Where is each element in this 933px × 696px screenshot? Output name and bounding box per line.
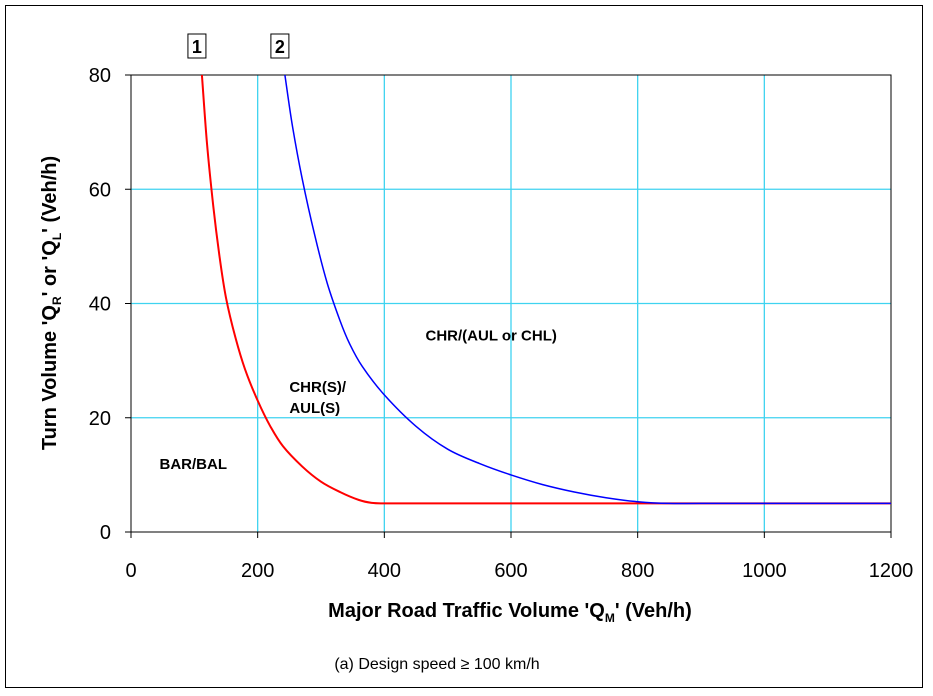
x-tick-label: 400 <box>368 560 401 582</box>
x-tick-label: 200 <box>241 560 274 582</box>
curve-id-label: 1 <box>192 37 202 57</box>
y-axis-title-sub-r: R <box>50 296 64 305</box>
region-label-text: BAR/BAL <box>160 456 228 473</box>
y-axis-title-part3: ' (Veh/h) <box>39 156 61 233</box>
region-label-text: AUL(S) <box>289 400 340 417</box>
y-tick-label: 0 <box>100 522 111 544</box>
region-label-text: CHR/(AUL or CHL) <box>426 328 557 345</box>
y-tick-label: 40 <box>89 294 111 316</box>
region-labels: BAR/BAL CHR(S)/ AUL(S) CHR/(AUL or CHL) <box>160 328 557 474</box>
x-tick-label: 800 <box>621 560 654 582</box>
curve-id-box <box>187 33 207 59</box>
series-line-1 <box>200 74 891 505</box>
y-axis-title-sub-l: L <box>50 233 64 240</box>
y-axis-title-part1: Turn Volume 'Q <box>39 305 61 450</box>
y-axis-title: Turn Volume 'QR' or 'QL' (Veh/h) <box>39 156 64 450</box>
y-tick-label: 20 <box>89 408 111 430</box>
series-lines <box>200 74 891 505</box>
figure-frame <box>5 5 923 688</box>
x-axis-title: Major Road Traffic Volume 'QM' (Veh/h) <box>328 600 692 625</box>
x-axis-title-tail: ' (Veh/h) <box>615 600 692 622</box>
axis-ticks: 0 200 400 600 800 1000 1200 0 20 40 60 80 <box>89 65 914 582</box>
figure-caption: (a) Design speed ≥ 100 km/h <box>334 656 539 673</box>
x-tick-label: 1000 <box>742 560 787 582</box>
series-line-2 <box>284 74 891 505</box>
x-tick-label: 600 <box>494 560 527 582</box>
grid-lines <box>131 75 891 532</box>
y-axis-title-part2: ' or 'Q <box>39 240 61 296</box>
y-tick-label: 60 <box>89 179 111 201</box>
curve-id-label: 2 <box>275 37 285 57</box>
y-tick-label: 80 <box>89 65 111 87</box>
x-tick-label: 0 <box>125 560 136 582</box>
x-axis-title-sub: M <box>605 611 615 625</box>
region-label-text: CHR(S)/ <box>289 379 346 396</box>
curve-id-box <box>270 33 290 59</box>
x-axis-title-main: Major Road Traffic Volume 'Q <box>328 600 605 622</box>
x-tick-label: 1200 <box>869 560 914 582</box>
